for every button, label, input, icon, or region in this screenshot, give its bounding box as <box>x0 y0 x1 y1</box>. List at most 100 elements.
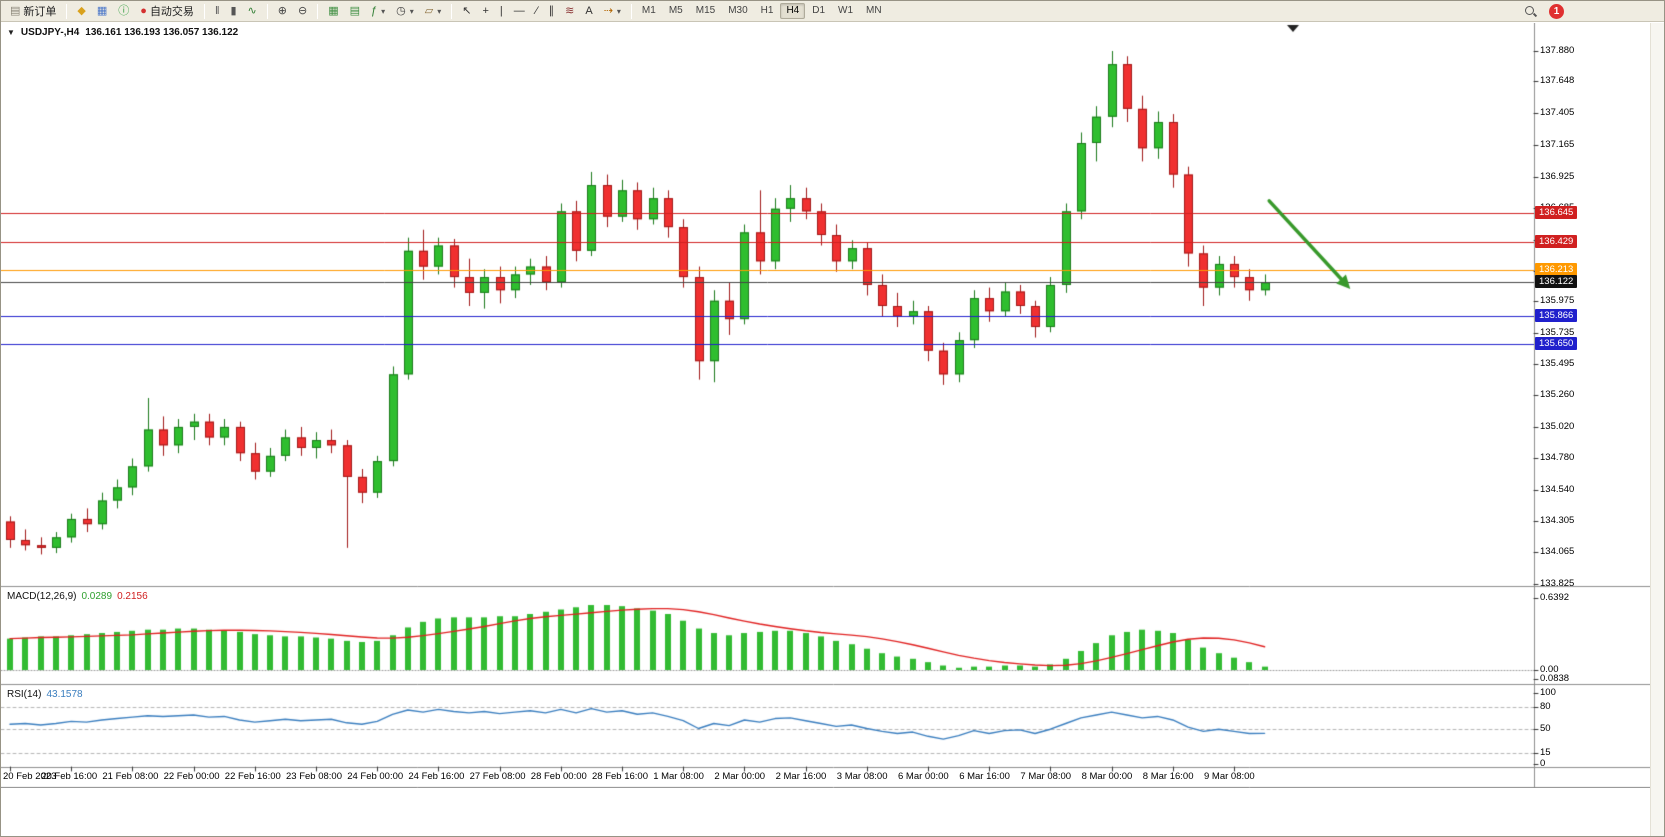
indicators-dropdown-caret[interactable]: ▾ <box>381 6 386 16</box>
periods-button[interactable]: ◷ ▾ <box>391 2 419 20</box>
chart-ohlc-values: 136.161 136.193 136.057 136.122 <box>85 27 239 38</box>
horizontal-line-button[interactable]: — <box>509 2 530 20</box>
vertical-line-button[interactable]: | <box>495 2 508 20</box>
chart-canvas[interactable] <box>1 23 1664 788</box>
navigator-icon: ⓘ <box>118 5 130 17</box>
price-axis-tick: 137.165 <box>1540 138 1575 150</box>
arrows-button[interactable]: ⇢ ▾ <box>599 2 626 20</box>
time-axis-label: 2 Mar 00:00 <box>714 771 766 782</box>
price-axis-tick: 135.495 <box>1540 358 1575 370</box>
timeframe-m5-button[interactable]: M5 <box>668 5 683 16</box>
candlestick-icon: ▮ <box>230 5 237 17</box>
notification-badge[interactable]: 1 <box>1549 3 1564 19</box>
zoom-out-button[interactable]: ⊖ <box>293 2 312 20</box>
price-level-tag-136.213: 136.213 <box>1535 263 1578 277</box>
price-level-tag-135.650: 135.650 <box>1535 337 1578 351</box>
market-watch-icon: ◆ <box>77 5 86 17</box>
time-axis-label: 2 Mar 16:00 <box>775 771 827 782</box>
toolbar-separator <box>203 3 205 19</box>
data-window-button[interactable]: ▦ <box>92 2 112 20</box>
tile-windows-button[interactable]: ▦ <box>323 2 343 20</box>
price-axis-tick: 137.880 <box>1540 45 1575 56</box>
time-axis-label: 27 Feb 08:00 <box>469 771 526 782</box>
rsi-axis-tick: 0 <box>1540 758 1546 769</box>
rsi-axis-tick: 50 <box>1540 722 1551 734</box>
search-icon[interactable] <box>1524 5 1537 18</box>
periods-dropdown-caret[interactable]: ▾ <box>409 6 414 16</box>
price-axis-tick: 134.305 <box>1540 514 1575 526</box>
price-axis-tick: 137.405 <box>1540 107 1575 119</box>
new-order-button-label: 新订单 <box>23 6 57 18</box>
crosshair-button[interactable]: + <box>477 2 493 20</box>
time-axis-label: 20 Feb 2023 <box>3 771 57 782</box>
time-axis-label: 22 Feb 00:00 <box>163 771 220 782</box>
price-level-tag-136.429: 136.429 <box>1535 234 1578 248</box>
bar-chart-button[interactable]: ‖ <box>210 2 225 20</box>
line-chart-button[interactable]: ∿ <box>243 2 262 20</box>
data-window-icon: ▦ <box>96 5 108 17</box>
time-axis-label: 1 Mar 08:00 <box>653 771 704 782</box>
macd-axis-tick: 0.6392 <box>1540 592 1570 604</box>
price-axis-tick: 134.780 <box>1540 452 1575 464</box>
indicators-button[interactable]: ƒ ▾ <box>366 2 390 20</box>
text-button[interactable]: A <box>580 2 597 20</box>
time-axis-label: 3 Mar 08:00 <box>836 771 888 782</box>
equidistant-channel-icon: ∥ <box>548 5 555 17</box>
candlestick-button[interactable]: ▮ <box>225 2 241 20</box>
toolbar-separator <box>66 3 68 19</box>
timeframe-m15-button[interactable]: M15 <box>695 5 716 16</box>
price-axis-tick: 134.065 <box>1540 546 1575 558</box>
toolbar-separator <box>266 3 268 19</box>
fibonacci-button[interactable]: ≋ <box>560 2 579 20</box>
templates-button[interactable]: ▱ ▾ <box>420 2 446 20</box>
horizontal-line-icon: — <box>513 5 525 17</box>
cursor-button[interactable]: ↖ <box>457 2 476 20</box>
arrows-dropdown-caret[interactable]: ▾ <box>616 6 621 16</box>
timeframe-mn-button[interactable]: MN <box>866 5 882 16</box>
time-axis-label: 8 Mar 00:00 <box>1081 771 1133 782</box>
cascade-windows-button[interactable]: ▤ <box>345 2 365 20</box>
timeframe-w1-button[interactable]: W1 <box>838 5 854 16</box>
auto-trading-button[interactable]: ● 自动交易 <box>135 2 199 20</box>
macd-axis-tick: 0.0838 <box>1540 673 1570 685</box>
chart-symbol-timeframe: USDJPY-,H4 <box>20 27 80 38</box>
toolbar-separator <box>630 3 632 19</box>
chart-title: ▼ USDJPY-,H4 136.161 136.193 136.057 136… <box>7 27 238 38</box>
time-axis-label: 21 Feb 08:00 <box>102 771 159 782</box>
timeframe-toolbar: M1 M5 M15 M30 H1 H4 D1 W1 MN <box>636 3 888 19</box>
price-axis-tick: 135.020 <box>1540 420 1575 432</box>
time-axis-label: 28 Feb 00:00 <box>530 771 587 782</box>
timeframe-m30-button[interactable]: M30 <box>728 5 748 16</box>
vertical-line-icon: | <box>499 5 503 17</box>
price-axis-tick: 137.648 <box>1540 75 1575 87</box>
macd-name: MACD(12,26,9) <box>7 591 77 602</box>
price-axis-tick: 135.735 <box>1540 326 1575 338</box>
rsi-value: 43.1578 <box>46 689 83 700</box>
timeframe-d1-button[interactable]: D1 <box>812 5 826 16</box>
time-axis-label: 7 Mar 08:00 <box>1020 771 1072 782</box>
macd-signal-value: 0.2156 <box>117 591 148 602</box>
macd-axis-tick: 0.00 <box>1540 664 1559 675</box>
time-axis-label: 28 Feb 16:00 <box>592 771 648 782</box>
equidistant-channel-button[interactable]: ∥ <box>544 2 560 20</box>
templates-dropdown-caret[interactable]: ▾ <box>437 6 442 16</box>
zoom-in-button[interactable]: ⊕ <box>273 2 292 20</box>
navigator-button[interactable]: ⓘ <box>113 2 134 20</box>
time-axis-label: 24 Feb 00:00 <box>347 771 404 782</box>
new-order-button[interactable]: ▤ 新订单 <box>5 2 61 20</box>
zoom-out-icon: ⊖ <box>297 5 308 17</box>
timeframe-h4-button[interactable]: H4 <box>780 3 806 19</box>
timeframe-m1-button[interactable]: M1 <box>641 5 656 16</box>
tile-windows-icon: ▦ <box>328 5 339 17</box>
indicators-icon: ƒ <box>371 5 378 17</box>
templates-icon: ▱ <box>424 5 434 17</box>
macd-indicator-label: MACD(12,26,9) 0.0289 0.2156 <box>7 591 148 602</box>
chart-menu-caret-icon[interactable]: ▼ <box>7 28 15 37</box>
price-level-tag-135.866: 135.866 <box>1535 308 1578 322</box>
market-watch-button[interactable]: ◆ <box>72 2 90 20</box>
timeframe-h1-button[interactable]: H1 <box>760 5 774 16</box>
time-axis-label: 9 Mar 08:00 <box>1204 771 1255 782</box>
auto-trading-button-label: 自动交易 <box>149 6 194 18</box>
trendline-button[interactable]: ∕ <box>531 2 543 20</box>
